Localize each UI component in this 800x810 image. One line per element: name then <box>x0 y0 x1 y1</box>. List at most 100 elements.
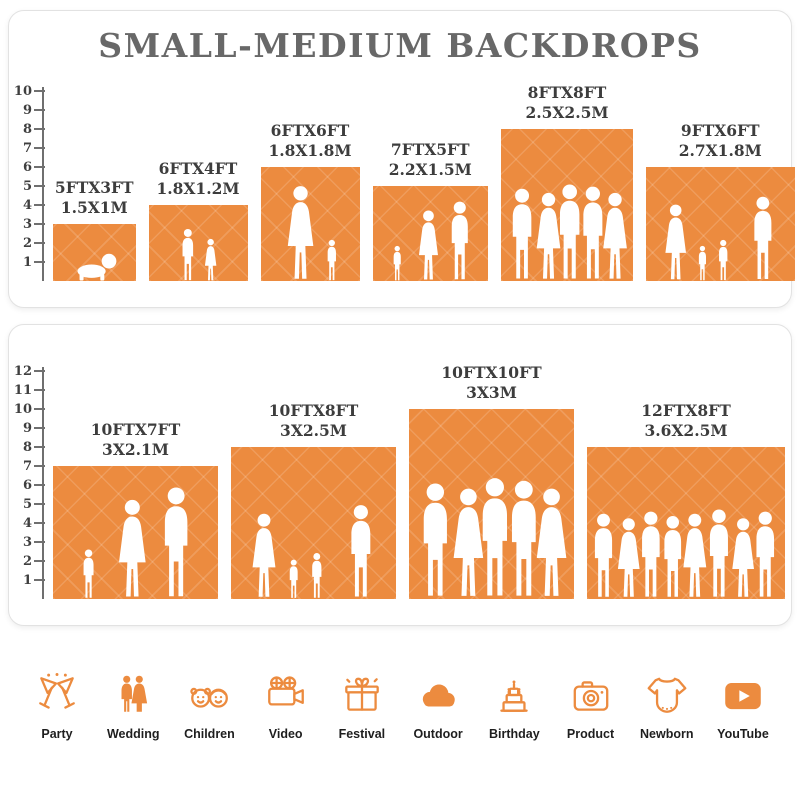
backdrop-rect <box>587 447 785 599</box>
ruler-tick-number: 7 <box>22 140 32 156</box>
backdrop-bar: 6FTX6FT 1.8X1.8M <box>260 120 360 281</box>
category-item: Birthday <box>477 672 551 741</box>
ruler-tick: 4 <box>13 197 45 213</box>
backdrop-size-label: 10FTX10FT 3X3M <box>441 363 541 403</box>
backdrop-rect <box>260 167 360 281</box>
category-label: Product <box>566 727 615 741</box>
backdrop-rect <box>646 167 795 281</box>
ruler-tick: 11 <box>13 382 45 398</box>
backdrop-size-label: 5FTX3FT 1.5X1M <box>55 178 134 218</box>
two-children-silhouette <box>182 228 216 280</box>
ruler-tick-number: 5 <box>22 178 32 194</box>
ruler-tick-dash <box>34 261 45 263</box>
youtube-play-icon <box>720 672 766 718</box>
group-of-five-silhouette <box>512 184 627 279</box>
backdrop-size-feet: 6FTX6FT <box>270 120 350 140</box>
ruler-tick-dash <box>34 147 45 149</box>
ruler-tick: 6 <box>13 159 45 175</box>
category-label: Children <box>184 727 235 741</box>
crawling-baby-silhouette <box>77 254 117 281</box>
children-faces-icon <box>186 672 232 718</box>
backdrop-bar: 8FTX8FT 2.5X2.5M <box>501 83 633 281</box>
ruler-tick: 8 <box>13 439 45 455</box>
category-item: Outdoor <box>401 672 475 741</box>
ruler-tick: 5 <box>13 178 45 194</box>
backdrop-size-label: 10FTX8FT 3X2.5M <box>269 401 358 441</box>
ruler-tick-number: 9 <box>22 102 32 118</box>
category-item: Video <box>249 672 323 741</box>
backdrop-bar: 10FTX7FT 3X2.1M <box>53 420 218 599</box>
bottom-backdrop-bars: 10FTX7FT 3X2.1M 10FTX8FT 3X2.5M 10FTX10F… <box>53 363 785 599</box>
ruler-tick: 2 <box>13 235 45 251</box>
category-item: Party <box>20 672 94 741</box>
ruler-tick-dash <box>34 370 45 372</box>
ruler-tick: 8 <box>13 121 45 137</box>
backdrop-size-label: 8FTX8FT 2.5X2.5M <box>525 83 608 123</box>
ruler-tick: 2 <box>13 553 45 569</box>
category-label: Outdoor <box>413 727 463 741</box>
ruler-tick-dash <box>34 204 45 206</box>
wedding-couple-icon <box>110 672 156 718</box>
backdrop-rect <box>53 224 136 281</box>
backdrop-size-label: 6FTX4FT 1.8X1.2M <box>156 159 239 199</box>
ruler-tick-dash <box>34 166 45 168</box>
ruler-tick-number: 6 <box>22 477 32 493</box>
ruler-line <box>42 87 44 281</box>
ruler-tick-number: 1 <box>22 254 32 270</box>
backdrop-rect <box>231 447 396 599</box>
category-label: Wedding <box>106 727 160 741</box>
backdrop-rect <box>409 409 574 599</box>
ruler-tick-number: 11 <box>13 382 32 398</box>
backdrop-size-feet: 12FTX8FT <box>641 400 731 420</box>
family-of-three-silhouette <box>393 201 468 281</box>
ruler-tick: 7 <box>13 458 45 474</box>
backdrop-size-label: 9FTX6FT 2.7X1.8M <box>679 121 762 161</box>
category-row: Party Wedding Children Video Festival Ou… <box>20 672 780 741</box>
ruler-tick: 10 <box>13 83 45 99</box>
backdrop-bar: 10FTX10FT 3X3M <box>409 363 574 599</box>
backdrop-size-feet: 10FTX10FT <box>441 362 542 382</box>
backdrop-size-feet: 9FTX6FT <box>680 120 760 140</box>
ruler-tick-dash <box>34 560 45 562</box>
backdrop-size-feet: 10FTX7FT <box>90 419 181 439</box>
ruler-tick: 7 <box>13 140 45 156</box>
photo-camera-icon <box>568 672 614 718</box>
ruler-tick-number: 3 <box>22 216 32 232</box>
ruler-tick-dash <box>34 90 45 92</box>
category-label: Video <box>268 727 303 741</box>
family-of-four-silhouette <box>665 196 772 281</box>
small-medium-backdrops-panel: SMALL-MEDIUM BACKDROPS 10 9 8 7 6 5 4 3 … <box>8 10 795 308</box>
category-item: Children <box>172 672 246 741</box>
ruler-tick-dash <box>34 427 45 429</box>
ruler-tick: 12 <box>13 363 45 379</box>
ruler-tick: 10 <box>13 401 45 417</box>
category-label: YouTube <box>717 727 769 741</box>
backdrop-bar: 6FTX4FT 1.8X1.2M <box>148 159 248 281</box>
ruler-tick-number: 1 <box>22 572 32 588</box>
backdrop-size-meters: 3X2.5M <box>280 420 347 440</box>
category-item: Festival <box>325 672 399 741</box>
backdrop-size-meters: 1.8X1.8M <box>268 140 352 160</box>
large-backdrops-panel: 12 11 10 9 8 7 6 5 4 3 2 <box>8 324 792 626</box>
ruler-tick-dash <box>34 541 45 543</box>
category-label: Party <box>41 727 73 741</box>
category-item: Product <box>554 672 628 741</box>
ruler-tick-dash <box>34 242 45 244</box>
category-label: Festival <box>338 727 386 741</box>
backdrop-size-feet: 7FTX5FT <box>390 139 470 159</box>
ruler-tick-number: 2 <box>22 235 32 251</box>
backdrop-size-feet: 6FTX4FT <box>158 158 238 178</box>
ruler-tick-dash <box>34 128 45 130</box>
group-of-five-silhouette <box>423 478 567 597</box>
category-item: YouTube <box>706 672 780 741</box>
ruler-tick: 9 <box>13 420 45 436</box>
ruler-tick-number: 6 <box>22 159 32 175</box>
gift-box-icon <box>339 672 385 718</box>
backdrop-bar: 5FTX3FT 1.5X1M <box>53 178 136 281</box>
ruler-tick-number: 4 <box>22 197 32 213</box>
ruler-tick-dash <box>34 579 45 581</box>
backdrop-rect <box>372 186 488 281</box>
ruler-tick-number: 12 <box>13 363 32 379</box>
backdrop-size-meters: 3X3M <box>466 382 517 402</box>
page-title: SMALL-MEDIUM BACKDROPS <box>98 26 702 65</box>
